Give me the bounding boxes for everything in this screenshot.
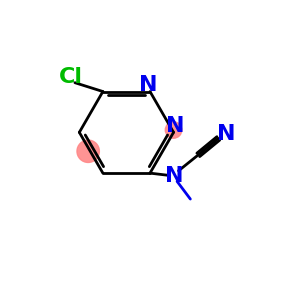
Text: N: N xyxy=(166,116,184,136)
Text: Cl: Cl xyxy=(58,67,82,87)
Text: N: N xyxy=(165,166,183,186)
Circle shape xyxy=(165,122,182,138)
Text: N: N xyxy=(217,124,236,144)
Circle shape xyxy=(77,140,99,162)
Text: N: N xyxy=(139,75,158,95)
